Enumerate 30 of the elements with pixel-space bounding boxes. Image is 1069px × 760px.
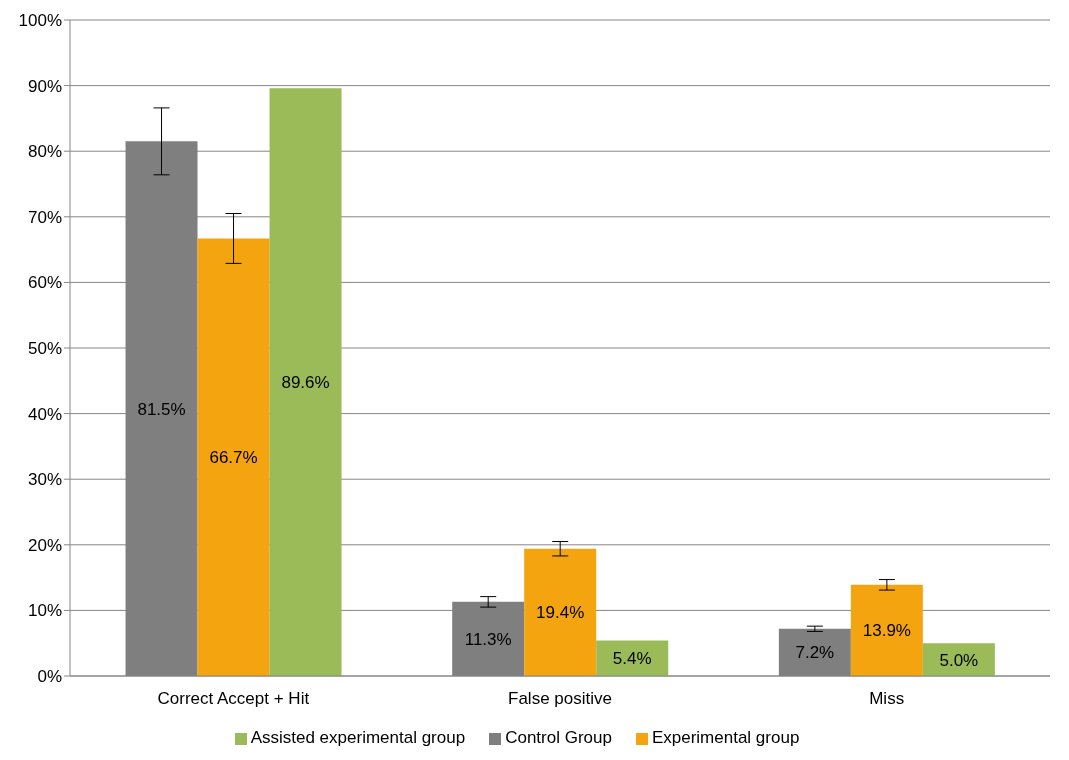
legend-label: Control Group bbox=[505, 728, 612, 747]
y-tick-label: 40% bbox=[27, 404, 62, 424]
bar bbox=[524, 548, 597, 676]
y-tick-label: 60% bbox=[27, 273, 62, 293]
bar bbox=[197, 238, 270, 676]
data-label: 7.2% bbox=[795, 643, 835, 663]
y-tick-label: 90% bbox=[27, 76, 62, 96]
bar bbox=[269, 88, 342, 676]
data-label: 5.4% bbox=[612, 649, 652, 669]
x-tick-label: False positive bbox=[508, 689, 612, 709]
y-tick-label: 20% bbox=[27, 535, 62, 555]
legend-label: Assisted experimental group bbox=[250, 728, 466, 747]
y-tick-label: 30% bbox=[27, 470, 62, 490]
data-label: 13.9% bbox=[862, 621, 911, 641]
x-tick-label: Correct Accept + Hit bbox=[157, 689, 310, 709]
data-label: 89.6% bbox=[281, 373, 330, 393]
data-label: 11.3% bbox=[464, 629, 512, 649]
data-label: 5.0% bbox=[939, 650, 979, 670]
x-tick-label: Miss bbox=[869, 689, 905, 709]
y-tick-label: 70% bbox=[27, 207, 62, 227]
bar bbox=[850, 584, 923, 676]
legend-label: Experimental group bbox=[651, 728, 800, 747]
data-label: 19.4% bbox=[536, 603, 585, 623]
y-tick-label: 80% bbox=[27, 142, 62, 162]
y-tick-label: 10% bbox=[27, 601, 62, 621]
data-label: 81.5% bbox=[137, 399, 186, 419]
y-tick-label: 0% bbox=[37, 667, 62, 687]
data-label: 66.7% bbox=[209, 448, 258, 468]
y-tick-label: 50% bbox=[27, 339, 62, 359]
y-tick-label: 100% bbox=[18, 11, 62, 31]
